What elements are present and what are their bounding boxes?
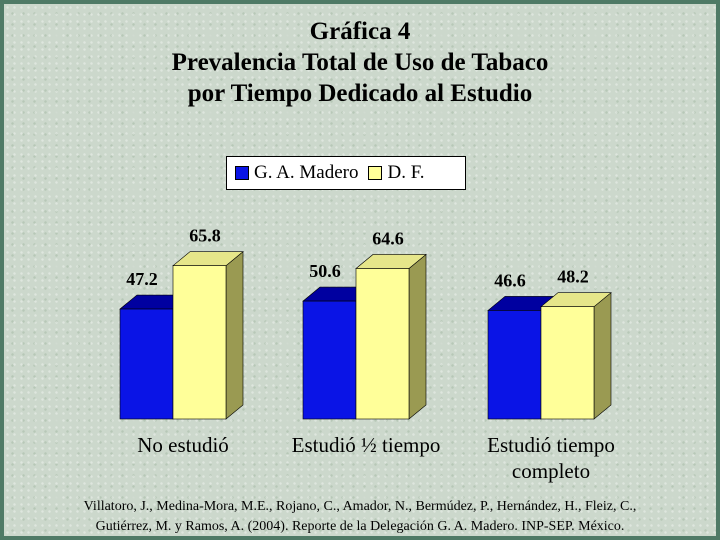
category-label-2-line-0: Estudió tiempo bbox=[487, 433, 615, 457]
bar-gam-2 bbox=[487, 310, 542, 420]
bar-df-0 bbox=[172, 265, 227, 420]
title-line-3: por Tiempo Dedicado al Estudio bbox=[187, 80, 533, 107]
legend-label-df: D. F. bbox=[387, 162, 425, 183]
value-label-gam-1: 50.6 bbox=[309, 261, 341, 281]
category-label-1: Estudió ½ tiempo bbox=[292, 433, 441, 457]
legend-swatch-gam bbox=[235, 166, 249, 180]
bar-gam-1 bbox=[302, 300, 357, 420]
citation-line-2: Gutiérrez, M. y Ramos, A. (2004). Report… bbox=[95, 519, 625, 534]
bar-df-2 bbox=[540, 306, 595, 420]
legend-item-df: D. F. bbox=[368, 162, 425, 184]
legend-item-gam: G. A. Madero bbox=[235, 162, 358, 184]
category-label-2-line-1: completo bbox=[512, 459, 590, 483]
bar-df-2-side bbox=[593, 292, 612, 420]
value-label-df-0: 65.8 bbox=[189, 226, 221, 246]
chart-title: Gráfica 4 Prevalencia Total de Uso de Ta… bbox=[4, 16, 716, 109]
legend-label-gam: G. A. Madero bbox=[254, 162, 359, 183]
bar-gam-0 bbox=[119, 308, 174, 420]
value-label-gam-2: 46.6 bbox=[494, 270, 526, 290]
value-label-df-1: 64.6 bbox=[372, 228, 404, 248]
citation: Villatoro, J., Medina-Mora, M.E., Rojano… bbox=[4, 497, 716, 537]
bar-df-1-side bbox=[408, 253, 427, 420]
legend: G. A. Madero D. F. bbox=[226, 156, 466, 190]
category-label-0: No estudió bbox=[137, 433, 229, 457]
value-label-df-2: 48.2 bbox=[557, 267, 589, 287]
title-line-2: Prevalencia Total de Uso de Tabaco bbox=[171, 49, 549, 76]
bar-df-0-side bbox=[225, 251, 244, 420]
bar-chart: 47.2 65.8 No estudió 50.6 64.6 Estudió ½ tiem… bbox=[119, 226, 615, 483]
bar-df-1 bbox=[355, 268, 410, 420]
value-label-gam-0: 47.2 bbox=[126, 269, 158, 289]
legend-swatch-df bbox=[368, 166, 383, 180]
citation-line-1: Villatoro, J., Medina-Mora, M.E., Rojano… bbox=[83, 499, 637, 514]
title-line-1: Gráfica 4 bbox=[309, 18, 411, 45]
